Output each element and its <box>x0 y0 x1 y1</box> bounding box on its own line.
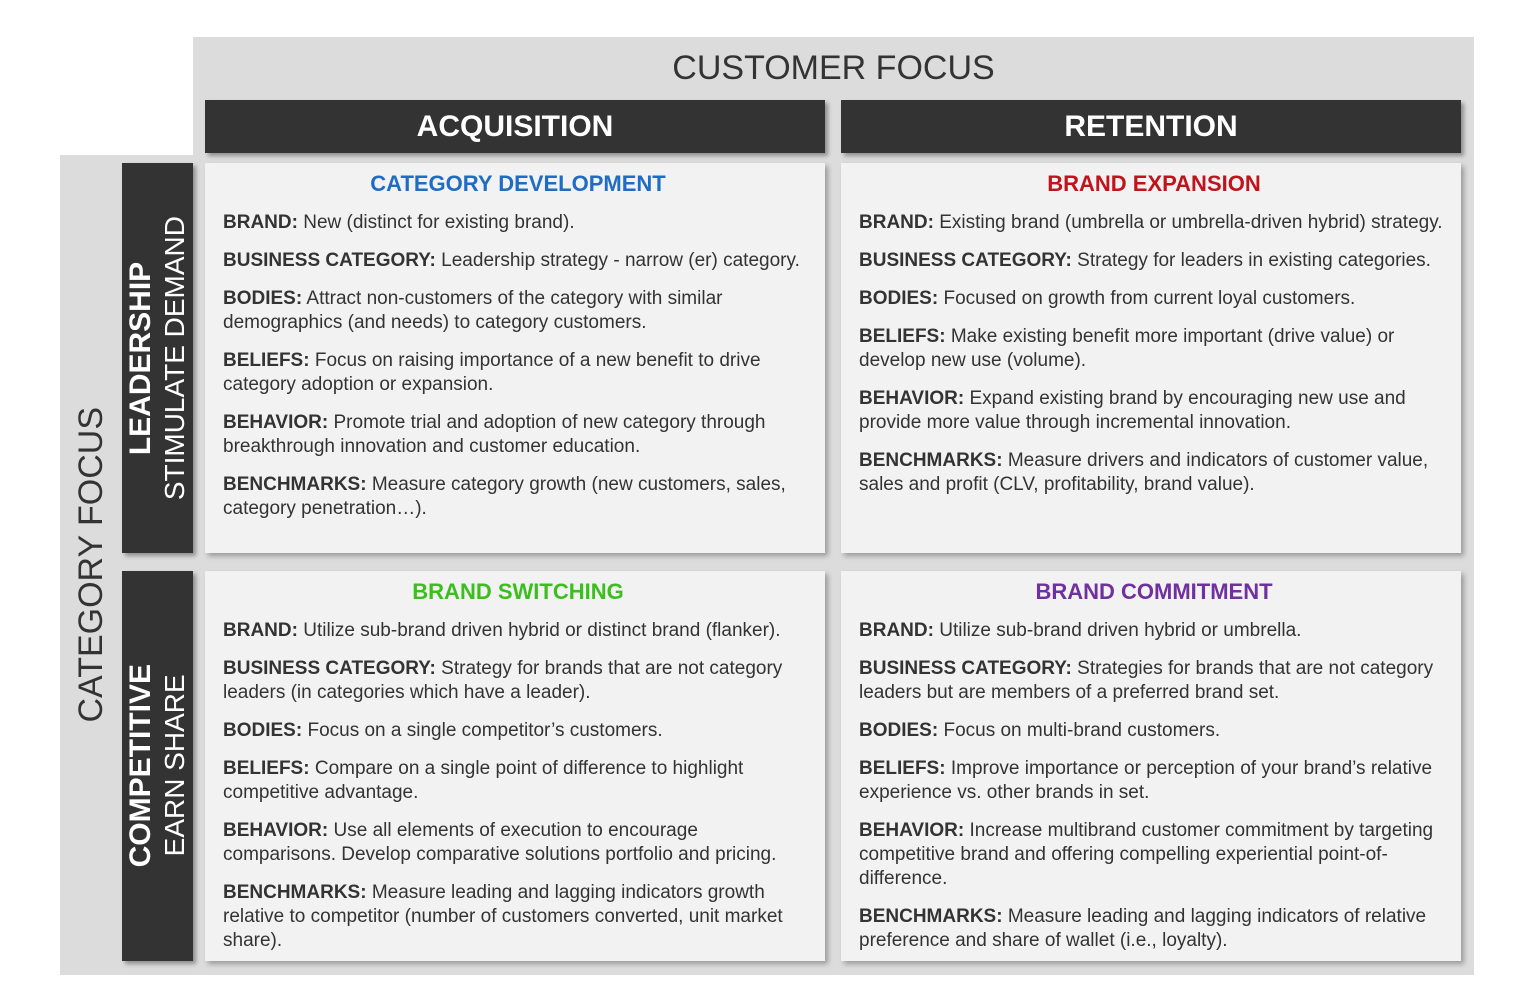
item-label: BRAND: <box>859 620 934 641</box>
item-text: Focus on multi-brand customers. <box>943 720 1221 741</box>
item-label: BELIEFS: <box>223 350 310 371</box>
row-header: LEADERSHIP STIMULATE DEMAND <box>122 163 193 553</box>
item-text: Measure leading and lagging indicators g… <box>223 882 783 951</box>
cell-item: BUSINESS CATEGORY: Leadership strategy -… <box>223 249 813 273</box>
row-subtitle: STIMULATE DEMAND <box>158 215 190 501</box>
item-label: BENCHMARKS: <box>859 906 1003 927</box>
cell: BRAND COMMITMENT BRAND: Utilize sub-brand… <box>841 571 1461 961</box>
row-header-text: LEADERSHIP STIMULATE DEMAND <box>124 216 192 500</box>
cell-item: BELIEFS: Improve importance or perceptio… <box>859 757 1449 805</box>
item-text: Promote trial and adoption of new catego… <box>223 412 766 457</box>
cell: BRAND EXPANSION BRAND: Existing brand (um… <box>841 163 1461 553</box>
row-title: COMPETITIVE <box>123 664 157 868</box>
item-label: BUSINESS CATEGORY: <box>859 658 1072 679</box>
cell-item: BENCHMARKS: Measure category growth (new… <box>223 473 813 521</box>
cell-item: BELIEFS: Focus on raising importance of … <box>223 349 813 397</box>
side-title: CATEGORY FOCUS <box>71 407 110 723</box>
item-text: Attract non-customers of the category wi… <box>223 288 723 333</box>
item-label: BODIES: <box>223 288 303 309</box>
item-label: BEHAVIOR: <box>223 412 329 433</box>
cell-title: BRAND SWITCHING <box>412 579 624 604</box>
cell-item: BELIEFS: Make existing benefit more impo… <box>859 325 1449 373</box>
item-text: Use all elements of execution to encoura… <box>223 820 777 865</box>
cell-title: CATEGORY DEVELOPMENT <box>370 171 666 196</box>
item-label: BELIEFS: <box>859 326 946 347</box>
cell-item: BENCHMARKS: Measure leading and lagging … <box>859 905 1449 953</box>
item-label: BODIES: <box>223 720 303 741</box>
item-text: Compare on a single point of difference … <box>223 758 744 803</box>
cell-item: BODIES: Focused on growth from current l… <box>859 287 1449 311</box>
item-label: BENCHMARKS: <box>223 474 367 495</box>
cell-item: BODIES: Focus on a single competitor’s c… <box>223 719 813 743</box>
item-text: Focus on a single competitor’s customers… <box>307 720 663 741</box>
cell-item: BRAND: New (distinct for existing brand)… <box>223 211 813 235</box>
cell-item: BUSINESS CATEGORY: Strategies for brands… <box>859 657 1449 705</box>
item-text: Strategy for brands that are not categor… <box>223 658 783 703</box>
cell-item: BEHAVIOR: Promote trial and adoption of … <box>223 411 813 459</box>
item-label: BUSINESS CATEGORY: <box>859 250 1072 271</box>
row-header: COMPETITIVE EARN SHARE <box>122 571 193 961</box>
item-text: Existing brand (umbrella or umbrella-dri… <box>939 212 1443 233</box>
item-label: BENCHMARKS: <box>223 882 367 903</box>
column-header: ACQUISITION <box>205 100 825 153</box>
cell: BRAND SWITCHING BRAND: Utilize sub-brand … <box>205 571 825 961</box>
item-text: Focus on raising importance of a new ben… <box>223 350 761 395</box>
row-header-text: COMPETITIVE EARN SHARE <box>124 664 192 867</box>
cell-item: BRAND: Utilize sub-brand driven hybrid o… <box>859 619 1449 643</box>
item-text: New (distinct for existing brand). <box>303 212 575 233</box>
item-text: Expand existing brand by encouraging new… <box>859 388 1406 433</box>
cell: CATEGORY DEVELOPMENT BRAND: New (distinct… <box>205 163 825 553</box>
cell-item: BRAND: Utilize sub-brand driven hybrid o… <box>223 619 813 643</box>
item-text: Utilize sub-brand driven hybrid or disti… <box>303 620 781 641</box>
cell-item: BEHAVIOR: Increase multibrand customer c… <box>859 819 1449 891</box>
cell-item: BENCHMARKS: Measure leading and lagging … <box>223 881 813 953</box>
item-text: Focused on growth from current loyal cus… <box>943 288 1356 309</box>
cell-item: BEHAVIOR: Use all elements of execution … <box>223 819 813 867</box>
item-text: Utilize sub-brand driven hybrid or umbre… <box>939 620 1302 641</box>
cell-item: BRAND: Existing brand (umbrella or umbre… <box>859 211 1449 235</box>
item-label: BELIEFS: <box>223 758 310 779</box>
item-label: BUSINESS CATEGORY: <box>223 658 436 679</box>
cell-item: BEHAVIOR: Expand existing brand by encou… <box>859 387 1449 435</box>
item-label: BODIES: <box>859 288 939 309</box>
item-text: Measure category growth (new customers, … <box>223 474 786 519</box>
item-text: Strategies for brands that are not categ… <box>859 658 1434 703</box>
item-text: Leadership strategy - narrow (er) catego… <box>441 250 800 271</box>
cell-item: BELIEFS: Compare on a single point of di… <box>223 757 813 805</box>
cell-title: BRAND EXPANSION <box>1047 171 1261 196</box>
cell-item: BUSINESS CATEGORY: Strategy for leaders … <box>859 249 1449 273</box>
item-label: BODIES: <box>859 720 939 741</box>
item-text: Make existing benefit more important (dr… <box>859 326 1395 371</box>
side-title-box: CATEGORY FOCUS <box>60 155 122 975</box>
item-label: BELIEFS: <box>859 758 946 779</box>
item-label: BENCHMARKS: <box>859 450 1003 471</box>
item-label: BRAND: <box>223 212 298 233</box>
item-label: BUSINESS CATEGORY: <box>223 250 436 271</box>
item-text: Measure drivers and indicators of custom… <box>859 450 1429 495</box>
item-text: Strategy for leaders in existing categor… <box>1077 250 1431 271</box>
cell-item: BUSINESS CATEGORY: Strategy for brands t… <box>223 657 813 705</box>
cell-item: BODIES: Focus on multi-brand customers. <box>859 719 1449 743</box>
item-label: BEHAVIOR: <box>859 820 965 841</box>
item-label: BRAND: <box>859 212 934 233</box>
item-text: Measure leading and lagging indicators o… <box>859 906 1427 951</box>
item-label: BEHAVIOR: <box>223 820 329 841</box>
item-label: BEHAVIOR: <box>859 388 965 409</box>
row-subtitle: EARN SHARE <box>158 674 190 858</box>
row-title: LEADERSHIP <box>123 261 157 455</box>
cell-item: BODIES: Attract non-customers of the cat… <box>223 287 813 335</box>
item-text: Increase multibrand customer commitment … <box>859 820 1434 889</box>
cell-title: BRAND COMMITMENT <box>1035 579 1273 604</box>
cell-item: BENCHMARKS: Measure drivers and indicato… <box>859 449 1449 497</box>
column-header: RETENTION <box>841 100 1461 153</box>
item-label: BRAND: <box>223 620 298 641</box>
header-title: CUSTOMER FOCUS <box>672 49 995 87</box>
item-text: Improve importance or perception of your… <box>859 758 1433 803</box>
